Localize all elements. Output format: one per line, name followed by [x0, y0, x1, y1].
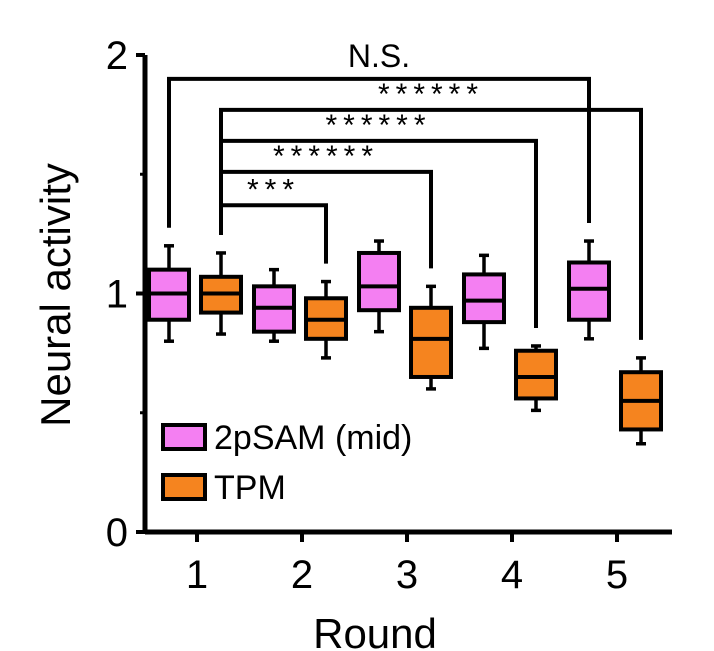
box-body: [514, 348, 558, 401]
box-2psam-round-3: [357, 239, 401, 334]
significance-bracket-1: N.S.: [167, 38, 591, 228]
x-tick-label: 3: [396, 553, 418, 597]
tick-labels: 0 1 2 1 2 3 4 5: [106, 34, 628, 597]
x-tick-label: 1: [186, 553, 208, 597]
box-body: [462, 272, 506, 325]
legend-swatch-tpm: [161, 473, 207, 501]
bracket-line: [219, 203, 328, 264]
significance-label: N.S.: [348, 38, 410, 74]
significance-annotations: N.S.*********************: [167, 38, 643, 340]
box-tpm-round-5: [619, 356, 663, 446]
legend-swatch-2psam: [161, 423, 207, 451]
x-tick-label: 4: [501, 553, 523, 597]
significance-label: ******: [325, 109, 431, 142]
box-tpm-round-3: [409, 284, 453, 391]
box-2psam-round-5: [567, 239, 611, 341]
legend: 2pSAM (mid) TPM: [161, 419, 412, 507]
significance-label: ******: [273, 140, 379, 173]
box-body: [567, 260, 611, 322]
box-2psam-round-4: [462, 253, 506, 351]
legend-label-2psam: 2pSAM (mid): [214, 419, 412, 457]
x-axis-title: Round: [313, 610, 437, 651]
box-tpm-round-4: [514, 344, 558, 413]
significance-bracket-3: ******: [219, 109, 538, 328]
x-tick-label: 5: [606, 553, 628, 597]
box-body: [409, 305, 453, 379]
y-axis-title: Neural activity: [32, 163, 79, 427]
box-tpm-round-1: [199, 251, 243, 336]
box-2psam-round-2: [252, 267, 296, 343]
box-2psam-round-1: [147, 244, 191, 343]
bracket-line: [167, 76, 591, 228]
y-tick-label: 0: [106, 511, 128, 555]
significance-bracket-5: ***: [219, 173, 328, 264]
significance-label: ***: [247, 173, 300, 206]
box-tpm-round-2: [304, 279, 348, 360]
x-tick-label: 2: [291, 553, 313, 597]
significance-label: ******: [378, 78, 484, 111]
box-body: [357, 250, 401, 313]
y-tick-label: 1: [106, 273, 128, 317]
y-tick-label: 2: [106, 34, 128, 78]
legend-label-tpm: TPM: [214, 469, 286, 507]
box-marks: [147, 239, 663, 446]
